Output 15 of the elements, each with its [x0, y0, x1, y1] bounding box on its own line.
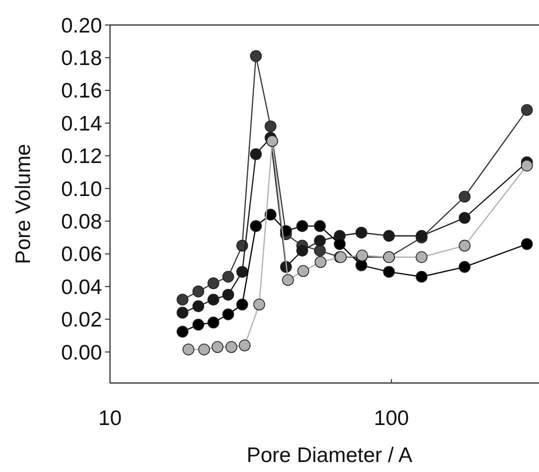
y-tick-label: 0.06 [61, 243, 102, 266]
y-tick-label: 0.14 [61, 112, 102, 136]
y-tick-label: 0.10 [61, 178, 102, 201]
y-tick-label: 0.02 [61, 308, 102, 332]
y-tick-label: 0.00 [61, 341, 102, 364]
y-tick-label: 0.04 [61, 276, 102, 299]
y-tick-label: 0.20 [61, 14, 102, 38]
y-tick-label: 0.18 [61, 47, 102, 70]
x-tick-label: 100 [374, 407, 409, 430]
x-tick-label: 10 [98, 407, 122, 430]
y-tick-label: 0.08 [61, 210, 102, 234]
y-axis-title: Pore Volume [12, 144, 35, 264]
y-tick-label: 0.16 [61, 80, 102, 103]
y-tick-label: 0.12 [61, 145, 102, 168]
x-axis-title: Pore Diameter / A [246, 444, 412, 467]
